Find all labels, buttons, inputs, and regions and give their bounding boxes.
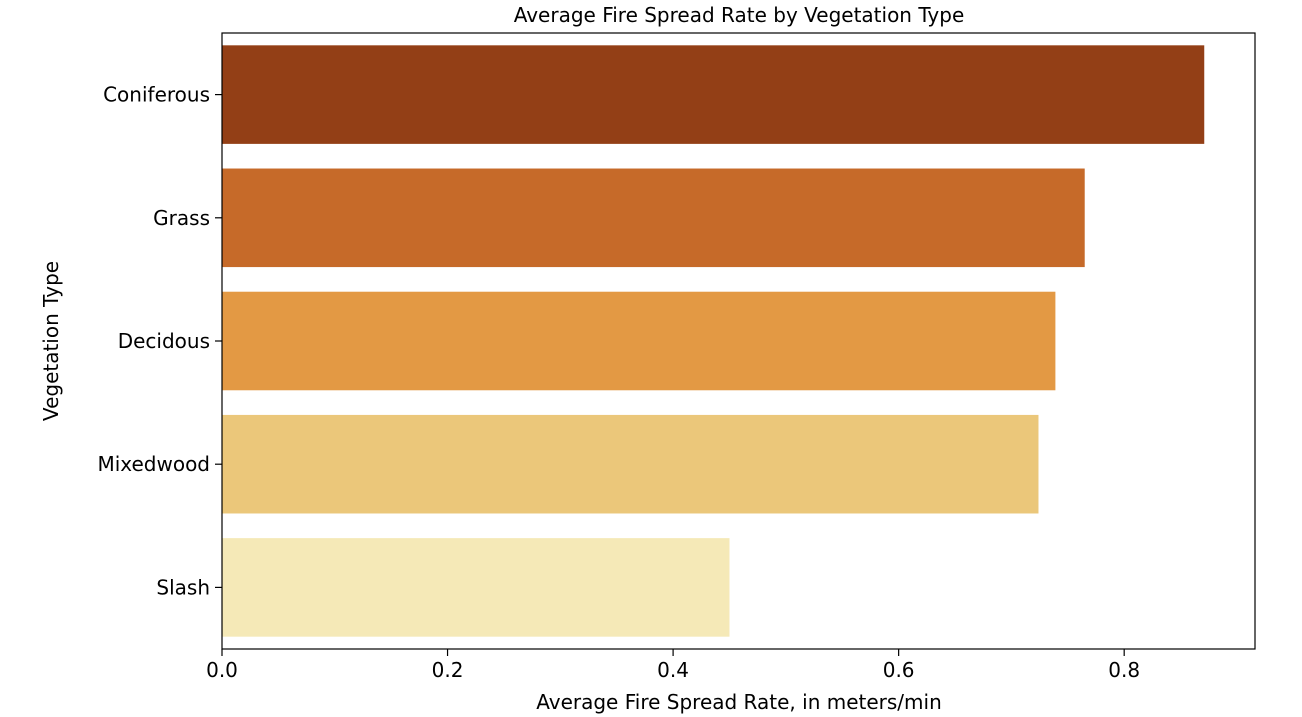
x-tick-label: 0.6 (883, 658, 915, 682)
x-tick-label: 0.4 (657, 658, 689, 682)
y-axis-ticks: Coniferous Grass Decidous Mixedwood Slash (97, 83, 222, 599)
y-tick-label-grass: Grass (153, 206, 210, 230)
x-tick-label: 0.0 (206, 658, 238, 682)
bar-grass (222, 168, 1085, 268)
bar-coniferous (222, 45, 1205, 144)
bars-group (222, 45, 1205, 637)
y-tick-label-decidous: Decidous (118, 329, 210, 353)
bar-decidous (222, 291, 1056, 391)
y-axis-label: Vegetation Type (39, 261, 63, 421)
x-axis-ticks: 0.0 0.2 0.4 0.6 0.8 (206, 649, 1140, 682)
y-tick-label-mixedwood: Mixedwood (97, 452, 210, 476)
x-axis-label: Average Fire Spread Rate, in meters/min (536, 690, 942, 714)
y-tick-label-coniferous: Coniferous (103, 83, 210, 107)
y-tick-label-slash: Slash (156, 575, 210, 599)
bar-mixedwood (222, 414, 1039, 514)
bar-slash (222, 538, 730, 637)
x-tick-label: 0.2 (432, 658, 464, 682)
x-tick-label: 0.8 (1108, 658, 1140, 682)
chart-title: Average Fire Spread Rate by Vegetation T… (514, 3, 965, 27)
